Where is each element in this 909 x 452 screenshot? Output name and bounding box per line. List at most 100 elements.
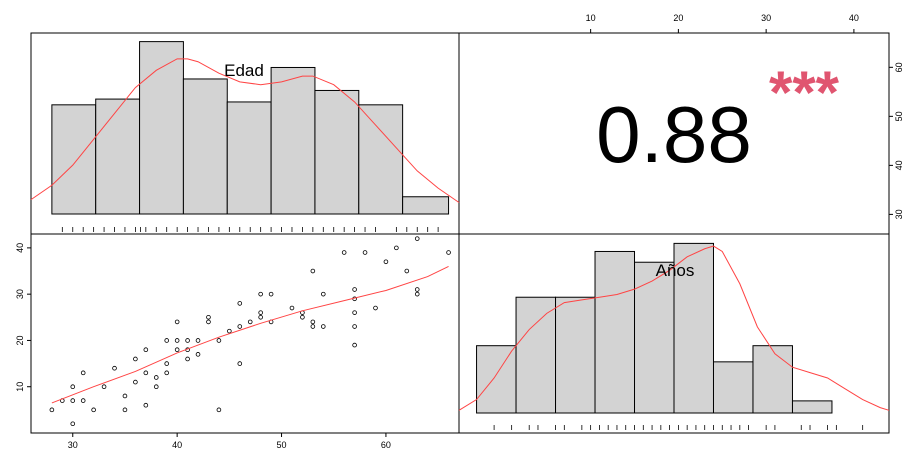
scatter-point [227, 328, 232, 334]
variable-label-edad: Edad [224, 61, 264, 80]
scatter-point [164, 338, 170, 343]
scatter-point [414, 287, 420, 292]
tick-label-y-anios: 40 [15, 243, 25, 253]
scatter-point [446, 250, 451, 255]
scatter-point [341, 250, 347, 255]
scatter-point [373, 305, 378, 311]
tick-label-y-edad: 50 [894, 111, 904, 121]
scatter-point [185, 356, 190, 362]
scatter-point [195, 352, 201, 357]
scatter-point [383, 259, 389, 265]
rug-marks [61, 227, 864, 430]
hist-edad-bar [182, 78, 228, 215]
density-curve-edad [30, 58, 460, 203]
scatter-point [258, 291, 263, 297]
hist-edad-bar [226, 101, 272, 215]
density-curves [30, 58, 890, 411]
scatter-point [300, 315, 305, 320]
hist-edad-bar [95, 98, 141, 215]
hist-anios-bar [673, 242, 714, 414]
scatter-points [49, 236, 451, 427]
scatter-point [404, 268, 410, 274]
tick-label-y-anios: 10 [15, 382, 25, 392]
tick-label-x-anios: 30 [761, 13, 771, 23]
fit-line-group [51, 265, 449, 404]
scatter-point [80, 370, 86, 376]
scatter-point [310, 319, 316, 325]
scatter-point [174, 347, 180, 352]
scatter-point [258, 310, 263, 315]
scatter-point [153, 384, 159, 390]
scatter-point [414, 236, 420, 241]
hist-anios-bar [634, 261, 675, 414]
scatter-point [80, 398, 86, 403]
density-curve-anios [458, 245, 890, 411]
scatter-point [112, 365, 117, 371]
tick-label-y-edad: 40 [894, 160, 904, 170]
scatter-point [414, 291, 420, 297]
hist-edad-bar [139, 41, 184, 215]
hist-anios-bar [476, 345, 517, 414]
tick-label-y-edad: 30 [894, 209, 904, 219]
scatter-point [122, 393, 128, 399]
significance-stars: *** [769, 59, 840, 126]
scatter-point [206, 319, 211, 325]
scatter-point [320, 324, 326, 329]
hist-edad-bar [402, 196, 450, 215]
scatter-point [164, 370, 170, 376]
tick-label-x-edad: 30 [68, 440, 78, 450]
scatter-point [49, 407, 55, 413]
scatter-point [70, 398, 76, 403]
tick-label-x-anios: 10 [586, 13, 596, 23]
scatter-point [133, 379, 138, 385]
scatter-point [174, 338, 180, 343]
panel-frame-hist-anios [458, 233, 890, 434]
scatter-point [143, 370, 149, 376]
axes-ticks: 30 40 50 60 10 20 30 40 10 20 30 40 30 40 50 60 [15, 13, 904, 450]
scatter-point [195, 338, 201, 343]
hist-anios-bar [752, 345, 793, 414]
scatter-point [310, 268, 316, 274]
scatter-point [153, 375, 159, 380]
scatter-point [216, 407, 222, 413]
scatter-point [362, 250, 368, 255]
scatter-point [133, 356, 138, 362]
tick-label-x-anios: 40 [849, 13, 859, 23]
scatter-point [164, 361, 170, 366]
tick-label-x-edad: 50 [277, 440, 287, 450]
hist-edad-bar [358, 104, 404, 215]
panel-frame-scatter [30, 233, 460, 434]
tick-label-x-edad: 60 [381, 440, 391, 450]
hist-anios-bar [594, 250, 636, 414]
tick-label-y-anios: 30 [15, 289, 25, 299]
variable-label-anios: Años [656, 261, 695, 280]
scatter-point [247, 319, 253, 325]
scatter-point [352, 287, 357, 292]
hist-edad-bar [51, 104, 97, 215]
scatter-point [289, 305, 295, 311]
scatter-point [185, 338, 190, 343]
hist-edad-bar [270, 66, 316, 215]
hist-anios-bar [712, 361, 754, 414]
hist-anios-bar [515, 296, 557, 414]
hist-anios-bars [476, 242, 833, 414]
scatter-point [101, 384, 107, 390]
scatter-point [70, 384, 76, 390]
scatter-point [122, 407, 128, 413]
scatter-point [143, 402, 149, 408]
scatter-point [394, 245, 399, 251]
hist-edad-bar [314, 89, 360, 215]
tick-label-x-anios: 20 [673, 13, 683, 23]
scatter-point [258, 315, 263, 320]
scatter-point [70, 421, 76, 427]
hist-anios-bar [555, 296, 596, 414]
scatter-point [91, 407, 96, 413]
scatter-point [237, 324, 243, 329]
hist-anios-bar [791, 400, 833, 414]
scatter-point [352, 310, 357, 315]
scatter-point [237, 301, 243, 306]
scatter-point [143, 347, 149, 352]
tick-label-x-edad: 40 [172, 440, 182, 450]
scatter-point [352, 324, 357, 329]
scatter-point [216, 338, 222, 343]
